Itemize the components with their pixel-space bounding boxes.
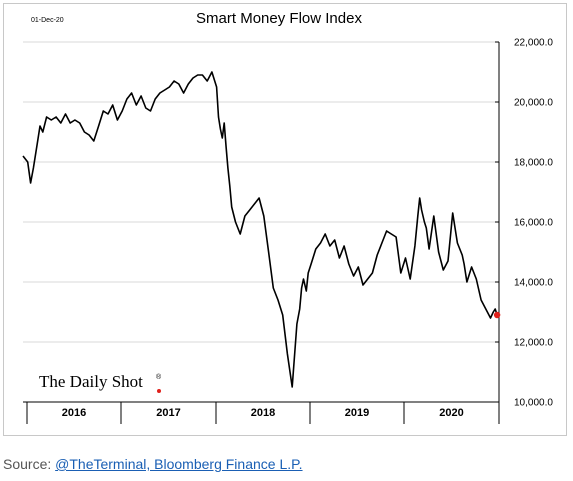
source-link[interactable]: @TheTerminal, Bloomberg Finance L.P. — [55, 456, 303, 472]
grid-layer — [23, 41, 499, 343]
y-axis-labels: 10,000.0 12,000.0 14,000.0 16,000.0 18,000.0… — [495, 38, 553, 409]
y-tick-label: 12,000.0 — [514, 338, 553, 349]
date-stamp: 01-Dec-20 — [31, 17, 64, 24]
y-tick-label: 22,000.0 — [514, 38, 553, 49]
series-layer — [22, 71, 501, 388]
y-tick-label: 14,000.0 — [514, 278, 553, 289]
y-tick-label: 10,000.0 — [514, 398, 553, 409]
source-line: Source: @TheTerminal, Bloomberg Finance … — [3, 456, 303, 472]
chart-title: Smart Money Flow Index — [196, 10, 362, 27]
source-prefix: Source: — [3, 456, 56, 472]
x-category-label: 2017 — [156, 407, 180, 419]
brand-name: The Daily Shot — [39, 372, 143, 391]
y-tick-label: 18,000.0 — [514, 158, 553, 169]
brand-logo: The Daily Shot ® — [39, 372, 162, 393]
brand-dot — [157, 389, 161, 393]
x-category-label: 2019 — [345, 407, 369, 419]
x-category-label: 2020 — [439, 407, 463, 419]
y-tick-label: 20,000.0 — [514, 98, 553, 109]
chart-canvas: 01-Dec-20 Smart Money Flow Index 10,000.… — [22, 10, 553, 424]
series-line — [22, 71, 498, 388]
brand-mark: ® — [156, 373, 162, 381]
x-axis-categories: 2016 2017 2018 2019 2020 — [26, 402, 500, 424]
x-category-label: 2018 — [251, 407, 275, 419]
endpoint-marker — [493, 311, 501, 319]
y-tick-label: 16,000.0 — [514, 218, 553, 229]
chart-frame: 01-Dec-20 Smart Money Flow Index 10,000.… — [3, 3, 567, 436]
x-category-label: 2016 — [62, 407, 86, 419]
